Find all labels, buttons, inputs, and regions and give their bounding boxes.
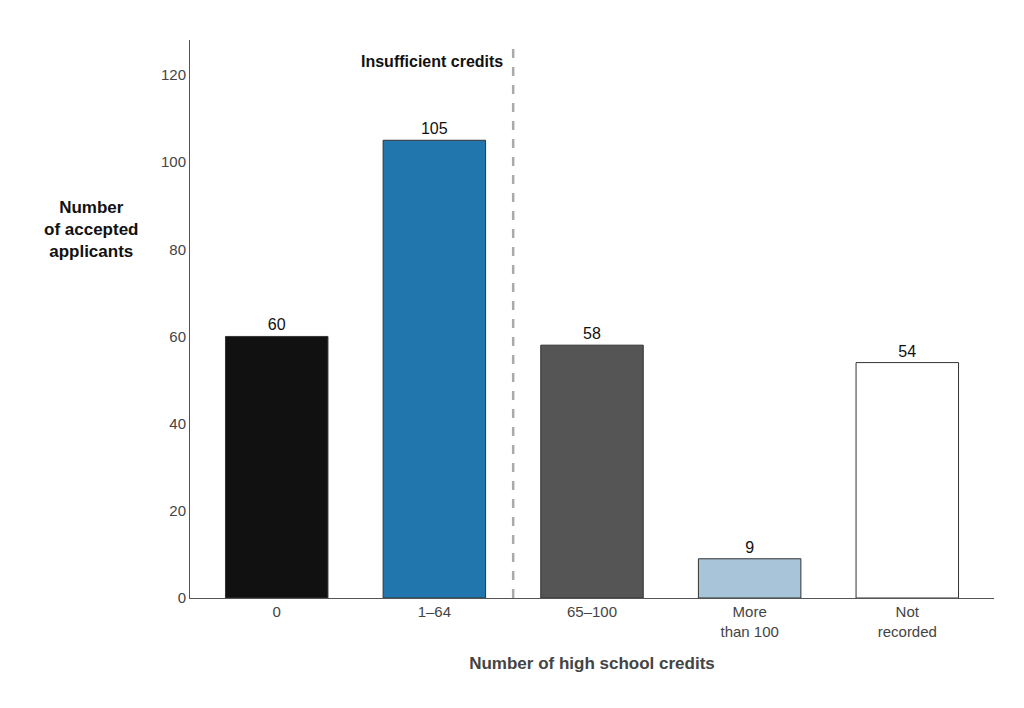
svg-text:58: 58 [583, 325, 601, 342]
svg-text:1–64: 1–64 [418, 603, 451, 620]
svg-text:9: 9 [745, 539, 754, 556]
svg-text:Morethan 100: Morethan 100 [720, 603, 778, 640]
svg-text:105: 105 [421, 120, 448, 137]
svg-text:Number of high school credits: Number of high school credits [469, 654, 715, 673]
svg-text:120: 120 [161, 66, 186, 83]
svg-text:20: 20 [169, 502, 186, 519]
svg-text:Insufficient credits: Insufficient credits [361, 53, 503, 70]
svg-text:Numberof acceptedapplicants: Numberof acceptedapplicants [44, 198, 138, 261]
svg-text:0: 0 [178, 589, 186, 606]
svg-text:Notrecorded: Notrecorded [878, 603, 937, 640]
svg-text:54: 54 [898, 343, 916, 360]
svg-text:0: 0 [273, 603, 281, 620]
svg-text:100: 100 [161, 153, 186, 170]
svg-text:40: 40 [169, 415, 186, 432]
svg-text:65–100: 65–100 [567, 603, 617, 620]
svg-text:60: 60 [169, 328, 186, 345]
svg-text:80: 80 [169, 241, 186, 258]
svg-text:60: 60 [268, 316, 286, 333]
